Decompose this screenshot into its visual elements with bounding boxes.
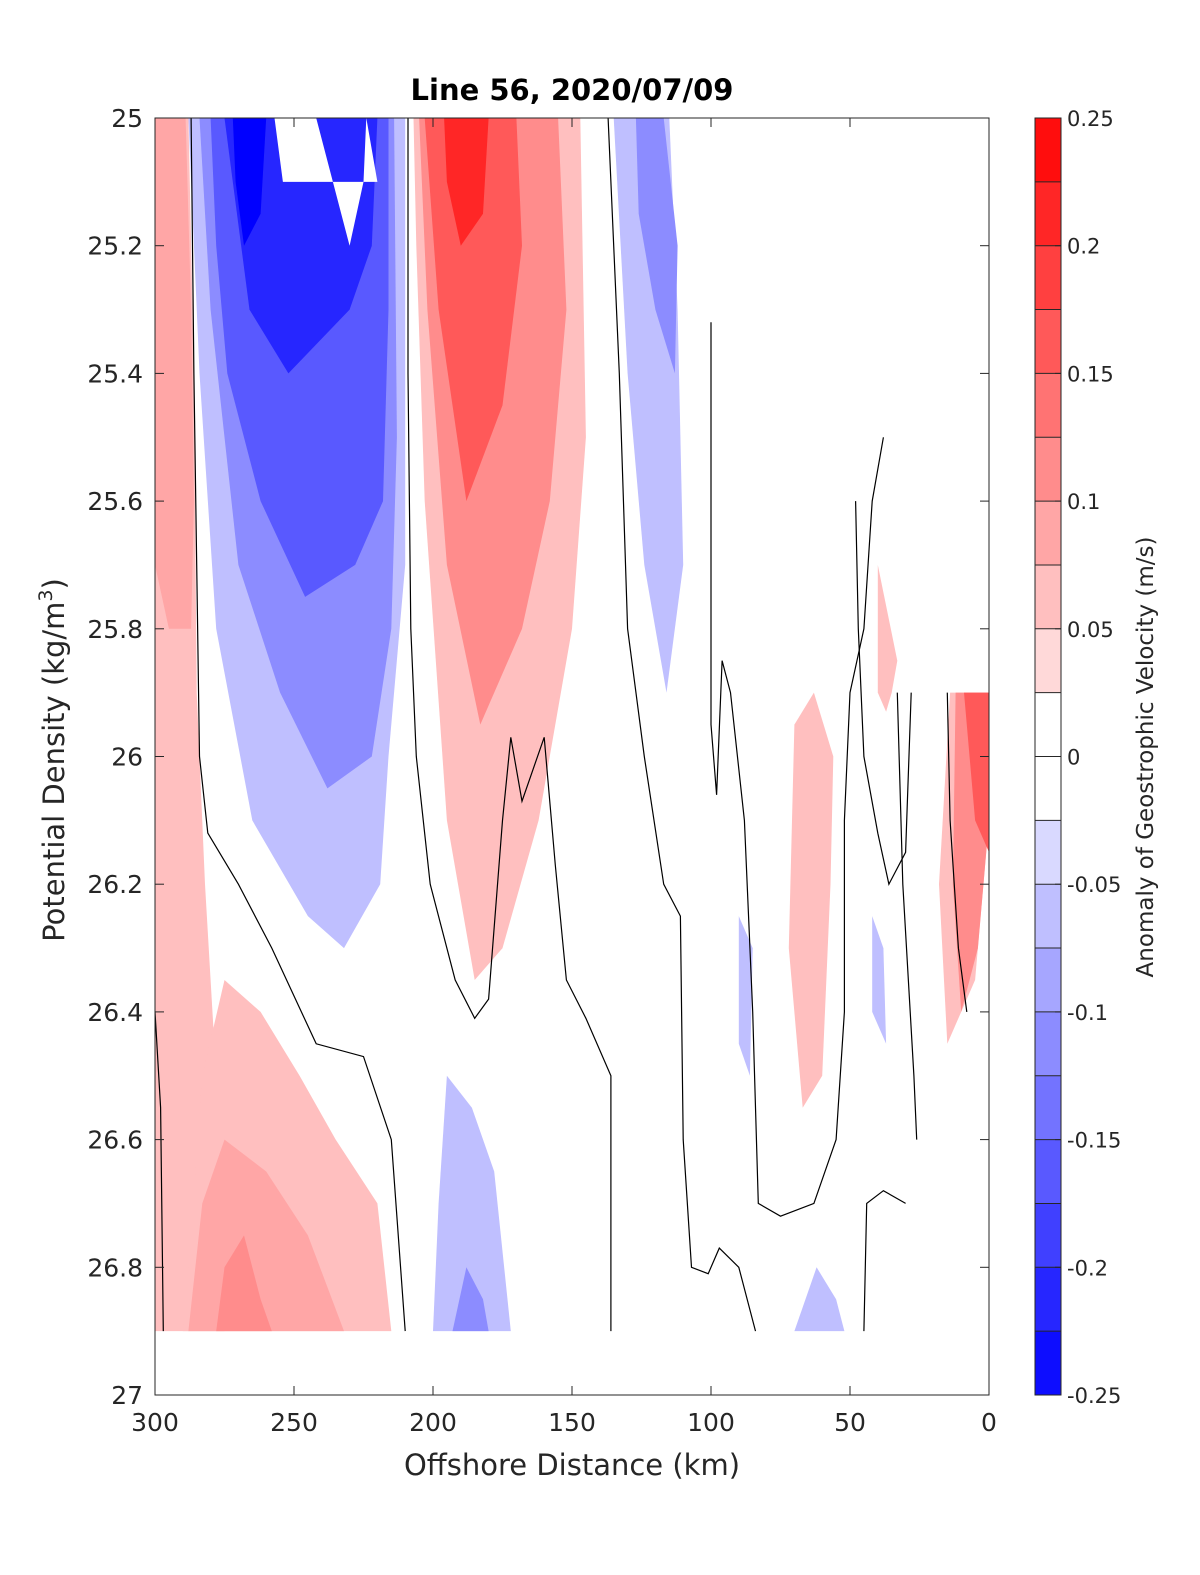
contour-region-gap-10 [274,118,378,246]
x-tick-label: 300 [131,1408,179,1437]
contour-region-negative-22 [872,916,887,1044]
colorbar-swatch [1035,309,1061,374]
y-tick-label: 26.2 [87,870,143,899]
colorbar-tick-label: 0.05 [1067,618,1114,642]
x-tick-label: 100 [687,1408,735,1437]
y-axis-label-main: Potential Density (kg/m [37,602,71,942]
contour-region-positive-13 [424,118,522,502]
colorbar-tick-label: -0.25 [1067,1384,1121,1408]
colorbar-swatch [1035,628,1061,693]
zero-contour-layer [155,118,968,1332]
colorbar-swatch [1035,564,1061,629]
y-tick-label: 26.8 [87,1253,143,1282]
y-axis-label-close: ) [37,578,71,589]
zero-contour-line-1 [155,1011,164,1332]
zero-contour-line-6 [896,692,918,1140]
colorbar-tick-label: 0.15 [1067,362,1114,386]
x-tick-label: 150 [548,1408,596,1437]
zero-contour-line-4 [710,322,884,1217]
colorbar-swatch [1035,1203,1061,1268]
colorbar-tick-label: 0.2 [1067,235,1100,259]
colorbar-tick-label: 0 [1067,746,1080,770]
colorbar-swatch [1035,1331,1061,1395]
zero-contour-line-3 [607,118,757,1332]
colorbar-tick-label: -0.05 [1067,873,1121,897]
x-tick-label: 250 [270,1408,318,1437]
colorbar-swatch [1035,373,1061,438]
zero-contour-line-8 [946,692,968,1012]
x-axis-label: Offshore Distance (km) [404,1448,740,1482]
colorbar-label: Anomaly of Geostrophic Velocity (m/s) [1133,537,1159,978]
colorbar-swatch [1035,692,1061,757]
y-tick-label: 25.4 [87,359,143,388]
colorbar-tick-label: -0.2 [1067,1256,1108,1280]
contour-region-negative-21 [738,916,753,1076]
colorbar-tick-label: -0.15 [1067,1129,1121,1153]
x-tick-label: 200 [409,1408,457,1437]
contour-region-positive-20 [877,564,898,712]
colorbar-swatch [1035,245,1061,310]
zero-contour-line-0 [190,118,406,1332]
contour-region-positive-19 [788,692,834,1108]
contour-region-negative-9 [232,118,267,246]
y-tick-label: 25.2 [87,232,143,261]
x-axis: 300 250 200 150 100 50 0 [131,118,997,1437]
colorbar-swatch [1035,1139,1061,1204]
y-axis-label: Potential Density (kg/m3) [35,578,71,942]
contour-region-positive-26 [964,692,989,853]
colorbar-tick-label: 0.1 [1067,490,1100,514]
chart-title: Line 56, 2020/07/09 [411,73,734,107]
colorbar-ticks: 0.25 0.2 0.15 0.1 0.05 0 -0.05 -0.1 -0.15 -0.2 -0.… [1055,107,1121,1408]
y-tick-label: 25.6 [87,487,143,516]
y-tick-label: 25.8 [87,615,143,644]
contour-region-negative-15 [433,1075,511,1332]
colorbar-tick-label: 0.25 [1067,107,1114,131]
colorbar-swatch [1035,1011,1061,1076]
colorbar-swatch [1035,437,1061,502]
contour-region-positive-4 [216,1235,272,1332]
y-axis: 25 25.2 25.4 25.6 25.8 26 26.2 26.4 26.6 26.8 27 [87,104,989,1410]
y-tick-label: 26 [111,743,143,772]
colorbar [1035,118,1061,1396]
colorbar-swatch [1035,501,1061,565]
y-tick-label: 25 [111,104,143,133]
colorbar-tick-label: -0.1 [1067,1001,1108,1025]
contour-region-positive-1 [155,118,194,629]
y-tick-label: 27 [111,1381,143,1410]
velocity-fill-layer [155,118,989,1332]
zero-contour-line-7 [863,1189,906,1332]
colorbar-swatch [1035,1267,1061,1332]
colorbar-swatch [1035,118,1061,182]
y-tick-label: 26.6 [87,1126,143,1155]
colorbar-swatch [1035,820,1061,885]
zero-contour-line-5 [855,501,912,886]
colorbar-swatch [1035,181,1061,246]
contour-region-positive-14 [444,118,489,246]
colorbar-swatch [1035,1075,1061,1140]
x-tick-label: 0 [981,1408,997,1437]
contour-region-negative-23 [794,1267,845,1332]
contour-region-negative-18 [635,118,678,374]
colorbar-swatch [1035,948,1061,1012]
y-tick-label: 26.4 [87,998,143,1027]
x-tick-label: 50 [834,1408,866,1437]
colorbar-swatch [1035,884,1061,949]
contour-region-negative-8 [224,118,378,374]
contour-region-negative-16 [452,1267,489,1332]
zero-contour-line-2 [407,118,612,1332]
colorbar-swatch [1035,756,1061,821]
y-axis-label-superscript: 3 [35,589,57,601]
